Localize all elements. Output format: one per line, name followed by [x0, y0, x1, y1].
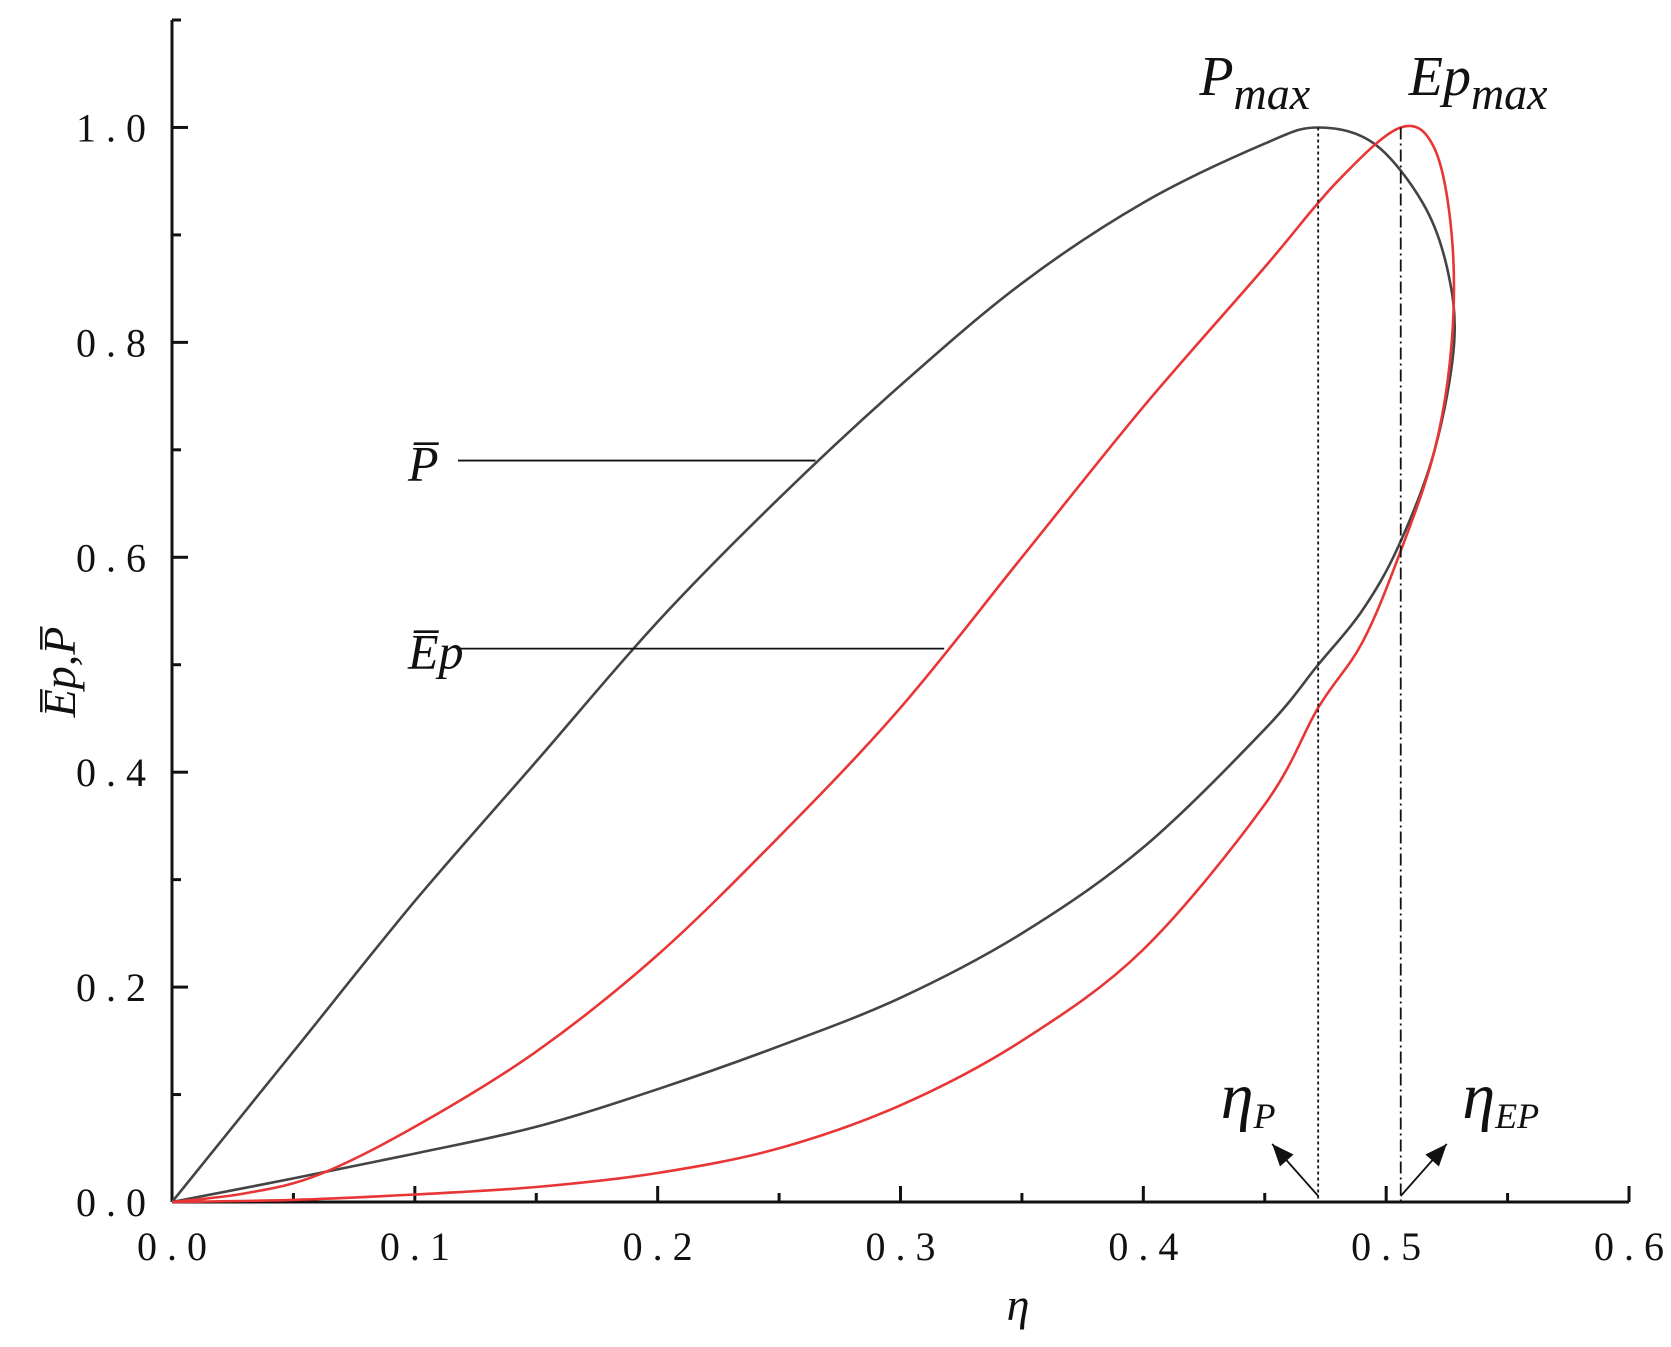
arrow-head [1272, 1144, 1294, 1167]
x-axis-title: η [1007, 1279, 1030, 1330]
curve-label: P̅ [407, 436, 440, 492]
x-tick-label: 0.6 [1594, 1224, 1671, 1269]
x-tick-label: 0.5 [1351, 1224, 1431, 1269]
y-tick-label: 0.4 [76, 750, 156, 795]
x-tick-label: 0.1 [380, 1224, 460, 1269]
y-tick-label: 0.2 [76, 965, 156, 1010]
vline-top-label: Epmax [1408, 46, 1548, 119]
axes: 0.0 0.1 0.2 0.3 0.4 0.5 0.6 0.0 0.2 0.4 0.6 0.8 1.0 [76, 18, 1671, 1269]
arrow-head [1425, 1144, 1447, 1167]
y-tick-label: 0.8 [76, 320, 156, 365]
series-line-1 [171, 124, 1456, 1204]
y-tick-label: 0.0 [76, 1180, 156, 1225]
x-tick-label: 0.4 [1108, 1224, 1188, 1269]
curve-label: E̅p [407, 624, 464, 680]
series-line-0 [170, 126, 1456, 1204]
vline-bottom-label: ηEP [1462, 1060, 1539, 1136]
annotations: Pmax ηP Epmax ηEP P̅ E̅p [407, 46, 1548, 1202]
x-tick-label: 0.3 [866, 1224, 946, 1269]
x-tick-label: 0.0 [137, 1224, 217, 1269]
x-tick-label: 0.2 [623, 1224, 703, 1269]
y-tick-label: 1.0 [76, 105, 156, 150]
vline-bottom-label: ηP [1221, 1060, 1276, 1136]
series-layer [170, 124, 1456, 1204]
y-tick-label: 0.6 [76, 535, 156, 580]
vline-top-label: Pmax [1198, 46, 1310, 119]
y-axis-title: E̅p,P̅ [34, 625, 85, 718]
